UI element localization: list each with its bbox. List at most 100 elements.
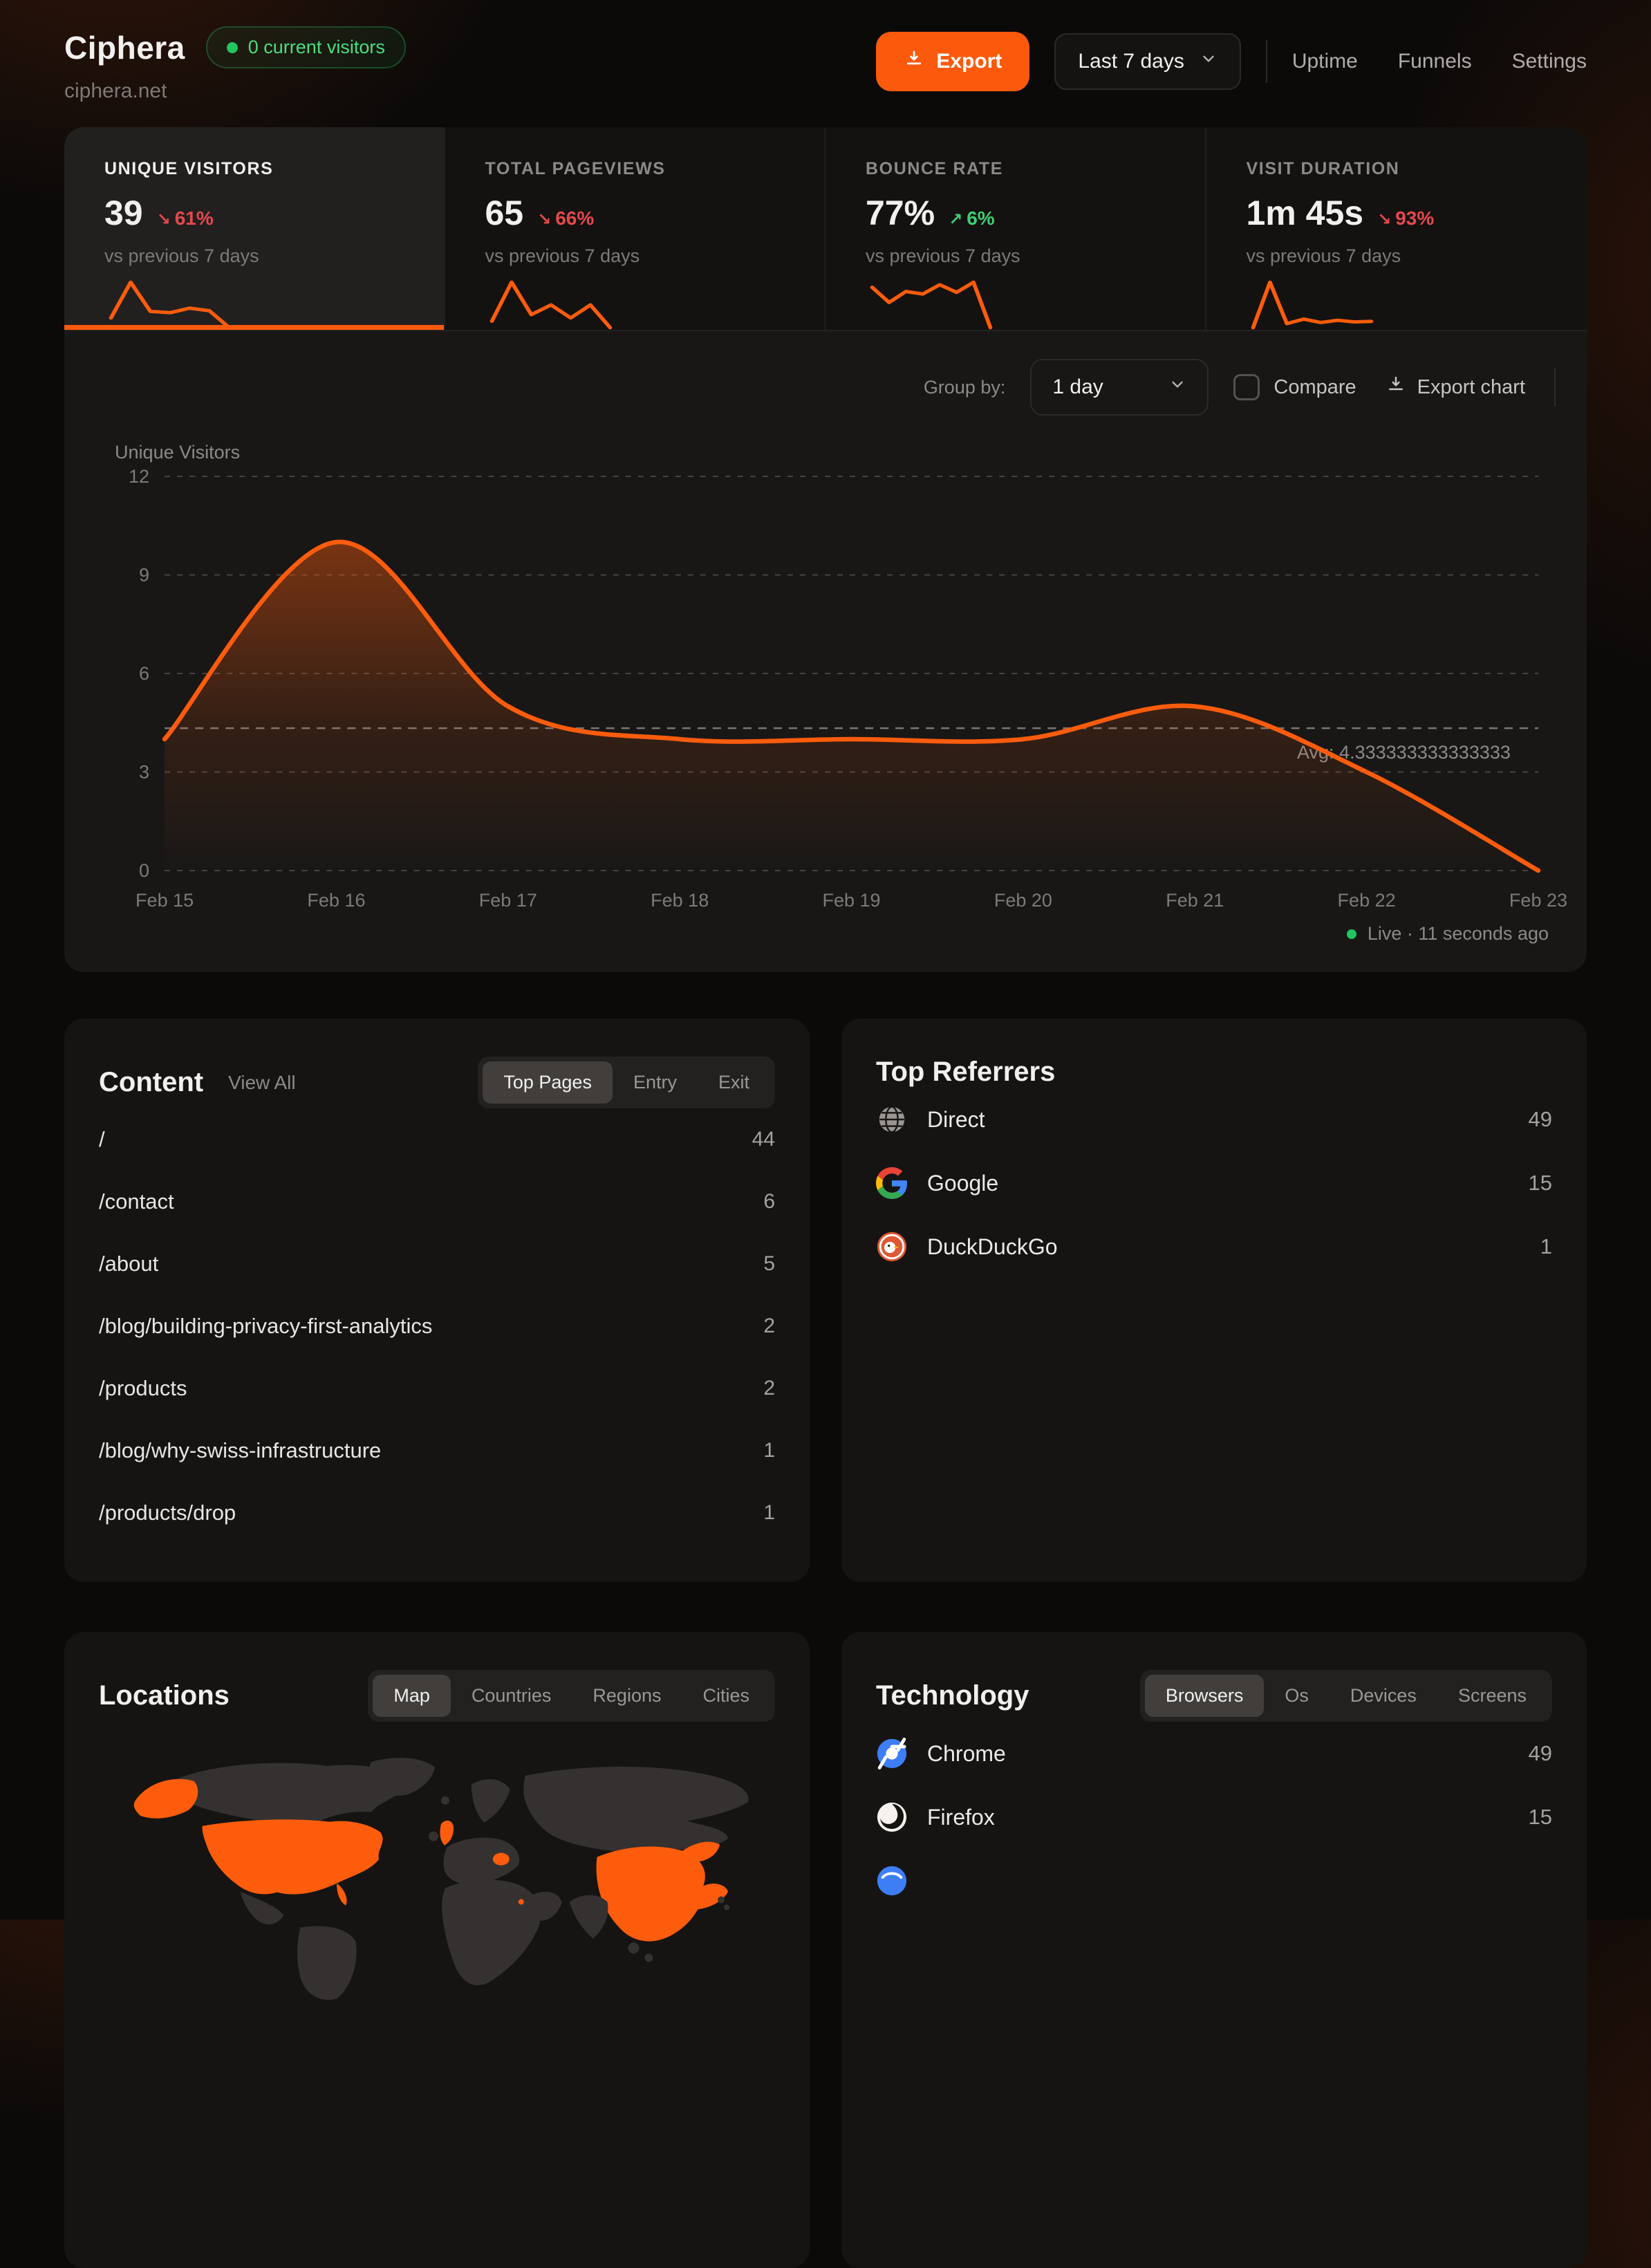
browser-row-firefox[interactable]: Firefox 15 bbox=[876, 1785, 1552, 1849]
nav-item-uptime[interactable]: Uptime bbox=[1291, 50, 1358, 73]
map-region-china-highlight[interactable] bbox=[596, 1846, 729, 1942]
page-path: /about bbox=[99, 1252, 159, 1276]
date-range-dropdown[interactable]: Last 7 days bbox=[1054, 33, 1241, 90]
tab-browsers[interactable]: Browsers bbox=[1144, 1675, 1265, 1717]
referrer-row-google[interactable]: Google 15 bbox=[876, 1151, 1552, 1215]
map-region-africa[interactable] bbox=[441, 1879, 541, 1986]
stat-card-visit-duration[interactable]: VISIT DURATION 1m 45s ↘ 93% vs previous 7 da… bbox=[1206, 127, 1587, 330]
content-row-[interactable]: / 44 bbox=[99, 1108, 775, 1171]
tab-map[interactable]: Map bbox=[373, 1675, 451, 1717]
map-region-ireland[interactable] bbox=[429, 1831, 438, 1841]
stat-comparison-label: vs previous 7 days bbox=[104, 245, 259, 266]
map-region-iceland[interactable] bbox=[440, 1796, 449, 1805]
map-region-se-asia-2[interactable] bbox=[644, 1953, 653, 1962]
tab-os[interactable]: Os bbox=[1285, 1685, 1309, 1706]
map-region-florida[interactable] bbox=[337, 1883, 347, 1906]
stat-sparkline bbox=[1251, 280, 1373, 330]
map-region-japan-2[interactable] bbox=[724, 1904, 730, 1911]
export-chart-label: Export chart bbox=[1417, 375, 1525, 398]
live-status-text: Live · 11 seconds ago bbox=[1367, 923, 1549, 944]
technology-card: Technology Browsers Os Devices Screens Chro… bbox=[841, 1632, 1587, 2268]
nav-item-settings[interactable]: Settings bbox=[1511, 50, 1587, 73]
view-all-link[interactable]: View All bbox=[228, 1071, 296, 1093]
page-path: /blog/building-privacy-first-analytics bbox=[99, 1314, 433, 1338]
tab-top-pages[interactable]: Top Pages bbox=[483, 1061, 613, 1104]
page-path: /products bbox=[99, 1376, 187, 1400]
tab-devices[interactable]: Devices bbox=[1350, 1685, 1417, 1706]
compare-toggle[interactable]: Compare bbox=[1233, 374, 1356, 400]
chart-controls: Group by: 1 day Compare Export chart bbox=[95, 359, 1556, 416]
content-row-products[interactable]: /products 2 bbox=[99, 1357, 775, 1420]
content-row-contact[interactable]: /contact 6 bbox=[99, 1171, 775, 1233]
tab-countries[interactable]: Countries bbox=[471, 1685, 552, 1706]
map-region-mexico[interactable] bbox=[240, 1891, 284, 1925]
referrer-row-direct[interactable]: Direct 49 bbox=[876, 1088, 1552, 1151]
lower-grid-row-2: Locations Map Countries Regions Cities bbox=[64, 1632, 1587, 2268]
stat-delta: ↗ 6% bbox=[949, 207, 995, 229]
tab-exit[interactable]: Exit bbox=[718, 1072, 749, 1093]
export-button[interactable]: Export bbox=[876, 32, 1030, 91]
map-region-europe[interactable] bbox=[443, 1837, 520, 1885]
group-by-dropdown[interactable]: 1 day bbox=[1030, 359, 1209, 416]
x-tick-label: Feb 19 bbox=[822, 890, 880, 911]
stat-card-bounce-rate[interactable]: BOUNCE RATE 77% ↗ 6% vs previous 7 days bbox=[826, 127, 1206, 330]
date-range-value: Last 7 days bbox=[1078, 50, 1184, 73]
stat-card-total-pageviews[interactable]: TOTAL PAGEVIEWS 65 ↘ 66% vs previous 7 days bbox=[445, 127, 826, 330]
browser-row-partial[interactable] bbox=[876, 1849, 1552, 1897]
map-region-greenland[interactable] bbox=[369, 1758, 436, 1796]
map-region-japan[interactable] bbox=[718, 1896, 725, 1904]
stat-delta: ↘ 66% bbox=[537, 207, 595, 229]
compare-checkbox[interactable] bbox=[1233, 374, 1260, 400]
nav-item-funnels[interactable]: Funnels bbox=[1397, 50, 1472, 73]
content-row-products-drop[interactable]: /products/drop 1 bbox=[99, 1482, 775, 1544]
tab-entry[interactable]: Entry bbox=[633, 1072, 677, 1093]
stats-row: UNIQUE VISITORS 39 ↘ 61% vs previous 7 days T… bbox=[64, 127, 1587, 331]
x-tick-label: Feb 18 bbox=[651, 890, 709, 911]
stat-label: TOTAL PAGEVIEWS bbox=[485, 159, 666, 178]
content-row-about[interactable]: /about 5 bbox=[99, 1233, 775, 1295]
map-region-india[interactable] bbox=[569, 1895, 608, 1939]
chart-section: Group by: 1 day Compare Export chart bbox=[64, 331, 1587, 972]
tab-screens[interactable]: Screens bbox=[1457, 1685, 1527, 1706]
x-tick-label: Feb 16 bbox=[307, 890, 365, 911]
referrers-card: Top Referrers Direct 49 Google 15 DuckDuckGo… bbox=[841, 1019, 1587, 1582]
map-region-scandinavia[interactable] bbox=[471, 1779, 510, 1823]
map-region-uk-highlight[interactable] bbox=[440, 1820, 454, 1846]
stat-delta: ↘ 93% bbox=[1377, 207, 1435, 229]
world-map[interactable] bbox=[99, 1747, 775, 2043]
stat-card-unique-visitors[interactable]: UNIQUE VISITORS 39 ↘ 61% vs previous 7 days bbox=[64, 127, 445, 330]
map-region-se-asia[interactable] bbox=[628, 1942, 640, 1954]
map-region-romania-highlight[interactable] bbox=[492, 1852, 510, 1866]
content-title: Content bbox=[99, 1067, 204, 1097]
map-region-south-america[interactable] bbox=[297, 1926, 357, 2000]
export-chart-button[interactable]: Export chart bbox=[1381, 373, 1529, 401]
current-visitors-badge[interactable]: 0 current visitors bbox=[205, 26, 406, 68]
online-dot-icon bbox=[226, 41, 238, 53]
group-by-label: Group by: bbox=[923, 376, 1006, 398]
header-nav: Uptime Funnels Settings bbox=[1292, 50, 1587, 73]
referrer-row-duckduckgo[interactable]: DuckDuckGo 1 bbox=[876, 1215, 1552, 1279]
map-region-manchuria-highlight[interactable] bbox=[682, 1841, 720, 1862]
map-region-canada[interactable] bbox=[164, 1763, 407, 1823]
browser-row-chrome[interactable]: Chrome 49 bbox=[876, 1695, 1552, 1785]
map-region-arabia[interactable] bbox=[532, 1891, 562, 1921]
map-region-israel-highlight[interactable] bbox=[518, 1899, 524, 1905]
map-region-russia[interactable] bbox=[523, 1766, 749, 1854]
tab-cities[interactable]: Cities bbox=[702, 1685, 749, 1706]
globe-icon bbox=[876, 1104, 908, 1135]
content-row-blog-why-swiss-infrastructure[interactable]: /blog/why-swiss-infrastructure 1 bbox=[99, 1420, 775, 1482]
tab-regions[interactable]: Regions bbox=[593, 1685, 662, 1706]
referrer-count: 1 bbox=[1540, 1234, 1552, 1258]
x-tick-label: Feb 20 bbox=[994, 890, 1052, 911]
y-tick-label: 9 bbox=[139, 565, 149, 586]
content-row-blog-building-privacy-first-analytics[interactable]: /blog/building-privacy-first-analytics 2 bbox=[99, 1295, 775, 1357]
duckduckgo-icon bbox=[876, 1231, 908, 1263]
map-region-alaska-highlight[interactable] bbox=[133, 1778, 198, 1819]
map-region-usa-highlight[interactable] bbox=[202, 1819, 383, 1895]
page-path: /contact bbox=[99, 1189, 174, 1214]
referrer-count: 49 bbox=[1528, 1107, 1552, 1131]
y-tick-label: 0 bbox=[139, 860, 149, 881]
header-divider bbox=[1265, 40, 1267, 83]
